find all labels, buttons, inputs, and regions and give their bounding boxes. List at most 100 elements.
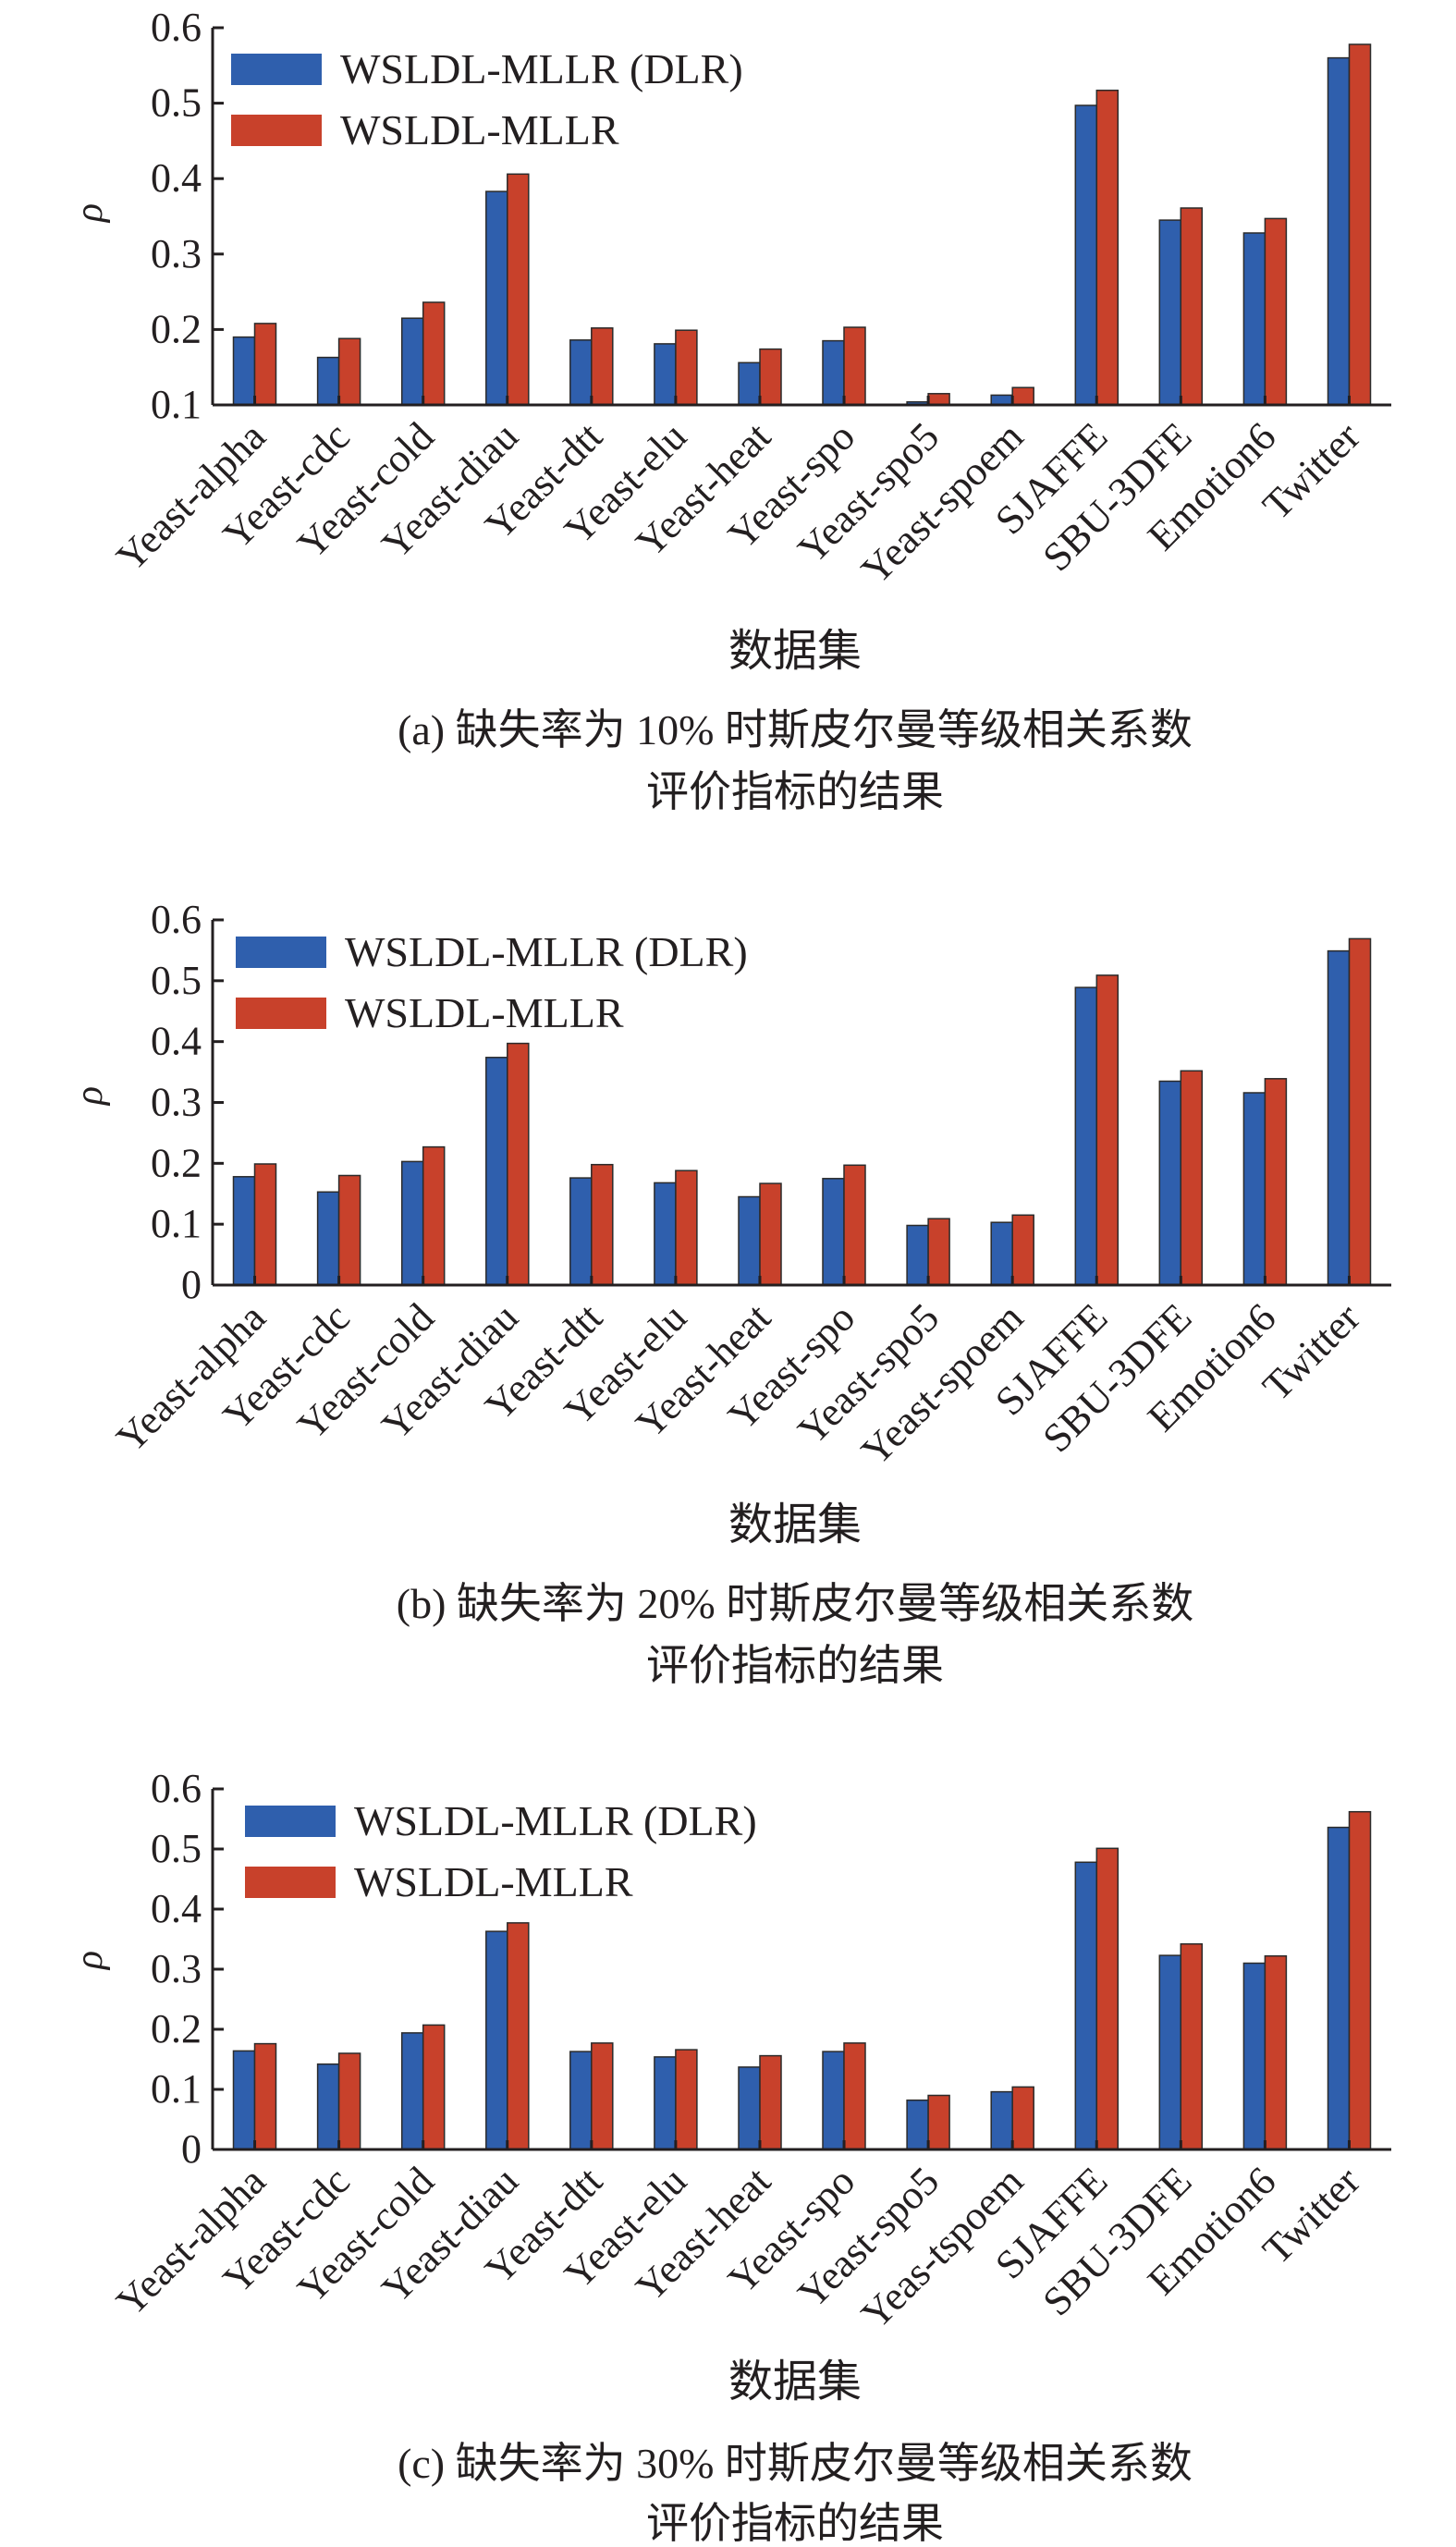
bar-b-dlr-6 [738, 1195, 761, 1286]
bar-a-mllr-10 [1095, 89, 1120, 406]
y-axis-label: ρ [68, 1951, 111, 1971]
bar-b-mllr-10 [1095, 974, 1120, 1286]
bar-c-dlr-6 [738, 2066, 761, 2150]
bar-a-dlr-11 [1158, 219, 1182, 406]
legend-swatch-dlr [231, 54, 322, 85]
bar-c-dlr-1 [316, 2063, 340, 2150]
y-axis-label: ρ [68, 203, 111, 224]
bar-b-dlr-13 [1327, 949, 1351, 1286]
bar-a-mllr-0 [253, 323, 277, 406]
bar-c-dlr-3 [485, 1930, 508, 2150]
legend-label: WSLDL-MLLR (DLR) [340, 45, 743, 92]
bar-a-dlr-12 [1242, 232, 1266, 406]
bar-c-mllr-12 [1264, 1954, 1288, 2150]
series-mllr [253, 937, 1372, 1286]
bar-b-mllr-9 [1011, 1214, 1034, 1286]
x-tick-label: Twitter [1254, 1294, 1368, 1409]
bar-c-mllr-2 [422, 2024, 446, 2150]
legend-swatch-dlr [236, 937, 326, 968]
legend: WSLDL-MLLR (DLR) WSLDL-MLLR [236, 928, 748, 1036]
bar-a-mllr-6 [759, 348, 782, 406]
bar-b-dlr-1 [316, 1191, 340, 1286]
y-tick-label: 0.3 [151, 1080, 202, 1125]
bar-c-mllr-8 [927, 2094, 950, 2150]
bar-b-dlr-9 [990, 1221, 1013, 1286]
y-tick-label: 0.5 [151, 1826, 202, 1871]
chart-a: 0.10.20.30.40.50.6Yeast-alphaYeast-cdcYe… [68, 5, 1391, 815]
bar-a-mllr-1 [337, 337, 361, 406]
y-tick-label: 0.2 [151, 2006, 202, 2051]
bar-c-mllr-3 [507, 1922, 530, 2150]
legend-swatch-mllr [231, 115, 322, 146]
legend-label: WSLDL-MLLR [354, 1858, 633, 1905]
bar-a-mllr-12 [1264, 217, 1288, 406]
bar-a-dlr-10 [1074, 104, 1098, 406]
bar-b-mllr-12 [1264, 1078, 1288, 1286]
x-tick-label: Twitter [1254, 2158, 1368, 2272]
bar-c-dlr-11 [1158, 1954, 1182, 2150]
series-dlr [232, 1826, 1351, 2150]
y-tick-label: 0.6 [151, 5, 202, 50]
series-mllr [253, 1810, 1372, 2150]
bar-c-dlr-2 [400, 2032, 424, 2150]
bar-c-mllr-1 [337, 2052, 361, 2150]
y-tick-label: 0.4 [151, 1886, 202, 1931]
y-tick-label: 0.1 [151, 382, 202, 427]
bar-c-dlr-9 [990, 2090, 1013, 2150]
y-axis-label: ρ [68, 1086, 111, 1107]
bar-b-mllr-8 [927, 1218, 950, 1286]
legend-label: WSLDL-MLLR [340, 106, 619, 153]
y-tick-label: 0.5 [151, 958, 202, 1003]
bar-c-dlr-12 [1242, 1962, 1266, 2150]
bar-c-mllr-5 [675, 2049, 698, 2150]
caption-line-2: 评价指标的结果 [646, 768, 944, 815]
bar-a-mllr-9 [1011, 386, 1034, 406]
bar-a-dlr-13 [1327, 56, 1351, 406]
bar-b-dlr-2 [400, 1160, 424, 1286]
series-dlr [232, 56, 1351, 406]
legend-swatch-mllr [236, 998, 326, 1029]
bar-b-dlr-0 [232, 1176, 256, 1286]
bar-c-mllr-10 [1095, 1847, 1120, 2150]
bar-b-mllr-6 [759, 1182, 782, 1286]
chart-b: 00.10.20.30.40.50.6Yeast-alphaYeast-cdcY… [68, 897, 1391, 1689]
bar-b-dlr-7 [822, 1178, 845, 1286]
bar-a-dlr-7 [822, 339, 845, 406]
bar-b-dlr-5 [654, 1182, 677, 1286]
bar-a-mllr-8 [927, 393, 950, 406]
bar-a-mllr-2 [422, 301, 446, 406]
caption-line-2: 评价指标的结果 [646, 2500, 944, 2547]
x-axis-label: 数据集 [728, 1500, 862, 1549]
bar-c-mllr-11 [1180, 1942, 1204, 2150]
bar-a-mllr-5 [675, 329, 698, 406]
bar-c-dlr-8 [906, 2099, 929, 2150]
bar-a-mllr-4 [591, 327, 614, 406]
caption-line-2: 评价指标的结果 [646, 1642, 944, 1689]
y-tick-label: 0.6 [151, 1766, 202, 1811]
bar-a-dlr-9 [990, 394, 1013, 406]
bar-c-dlr-5 [654, 2056, 677, 2150]
bar-b-dlr-8 [906, 1224, 929, 1286]
bar-c-dlr-4 [569, 2051, 593, 2150]
bar-a-mllr-3 [507, 173, 530, 406]
series-mllr [253, 43, 1372, 406]
caption-line-1: (b) 缺失率为 20% 时斯皮尔曼等级相关系数 [397, 1580, 1193, 1627]
bar-a-dlr-0 [232, 336, 256, 406]
bar-b-mllr-3 [507, 1042, 530, 1286]
bar-c-mllr-4 [591, 2042, 614, 2150]
y-tick-label: 0.2 [151, 1140, 202, 1185]
bar-a-dlr-2 [400, 317, 424, 406]
bar-b-dlr-3 [485, 1057, 508, 1286]
legend-label: WSLDL-MLLR (DLR) [354, 1797, 757, 1844]
bar-b-mllr-4 [591, 1163, 614, 1286]
bar-a-dlr-3 [485, 190, 508, 406]
bar-b-dlr-10 [1074, 986, 1098, 1286]
bar-c-mllr-7 [843, 2042, 866, 2150]
y-tick-label: 0.5 [151, 80, 202, 126]
bar-c-dlr-10 [1074, 1861, 1098, 2150]
bar-a-dlr-1 [316, 356, 340, 406]
bar-b-mllr-13 [1348, 937, 1372, 1286]
caption-line-1: (a) 缺失率为 10% 时斯皮尔曼等级相关系数 [398, 706, 1193, 753]
y-tick-label: 0.1 [151, 1201, 202, 1246]
